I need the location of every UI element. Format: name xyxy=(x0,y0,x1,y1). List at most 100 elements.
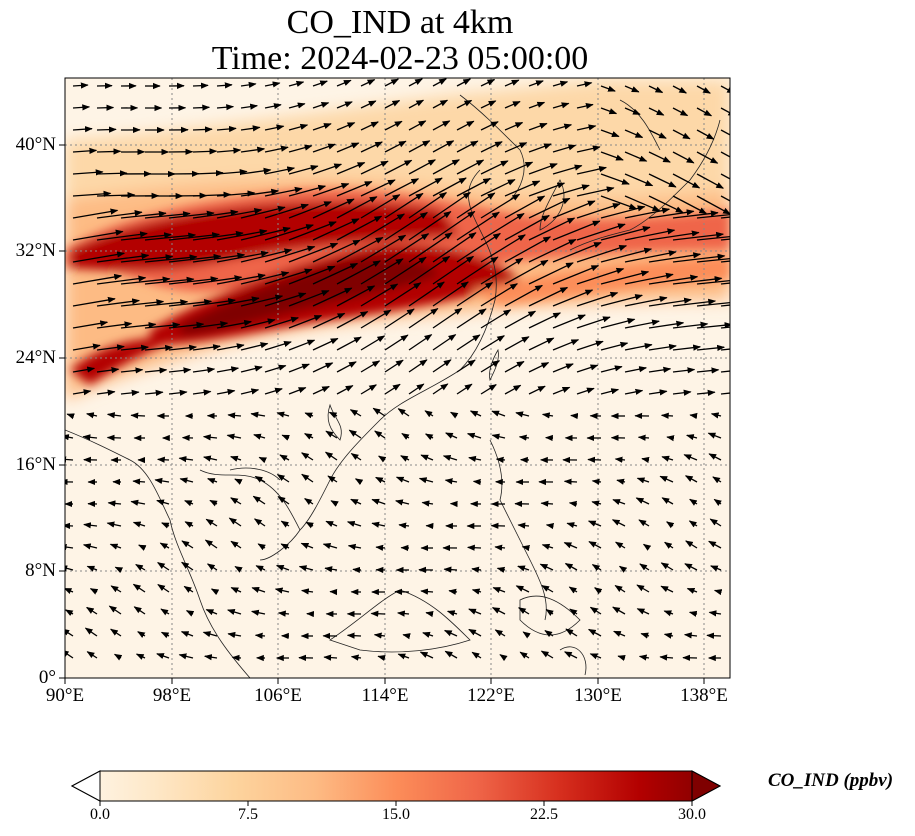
wind-arrow xyxy=(684,563,698,571)
coastlines xyxy=(65,94,721,678)
wind-arrow xyxy=(120,276,171,285)
wind-arrow xyxy=(240,103,258,110)
wind-arrow xyxy=(696,107,713,117)
wind-arrow xyxy=(304,412,314,419)
wind-arrow xyxy=(408,78,423,87)
wind-arrow xyxy=(683,632,698,639)
wind-arrow xyxy=(300,542,314,549)
wind-arrow xyxy=(666,435,675,442)
wind-arrow xyxy=(480,179,516,197)
wind-arrow xyxy=(72,343,101,351)
wind-arrow xyxy=(240,146,266,153)
wind-arrow xyxy=(552,102,570,109)
wind-arrow xyxy=(624,85,640,93)
wind-arrow xyxy=(638,654,650,661)
wind-arrow xyxy=(540,500,554,507)
wind-arrow xyxy=(120,344,149,351)
wind-arrow xyxy=(312,239,361,263)
wind-arrow xyxy=(432,334,457,351)
wind-arrow xyxy=(397,653,410,660)
wind-arrow xyxy=(230,540,242,549)
wind-arrow xyxy=(360,309,392,329)
wind-arrow xyxy=(672,367,696,374)
wind-arrow xyxy=(138,544,147,551)
wind-arrow xyxy=(277,610,290,617)
wind-arrow xyxy=(545,608,554,617)
wind-arrow xyxy=(72,366,96,373)
tick-marks xyxy=(59,144,705,684)
wind-arrow xyxy=(240,342,269,351)
wind-arrow xyxy=(418,477,434,484)
wind-arrow xyxy=(288,290,330,307)
wind-arrow xyxy=(350,452,362,461)
wind-arrow xyxy=(666,521,675,529)
wind-arrow xyxy=(576,364,599,373)
wind-arrow xyxy=(230,455,242,462)
wind-arrow xyxy=(528,262,574,285)
wind-arrow xyxy=(720,195,730,202)
wind-arrow xyxy=(192,82,209,89)
wind-arrow xyxy=(425,433,434,441)
wind-arrow xyxy=(566,522,578,529)
wind-arrow xyxy=(672,276,723,285)
wind-arrow xyxy=(185,610,195,617)
wind-arrow xyxy=(471,651,482,659)
wind-arrow xyxy=(349,409,362,417)
wind-arrow xyxy=(144,211,191,219)
wind-arrow xyxy=(456,99,473,109)
wind-arrow xyxy=(384,99,401,109)
wind-arrow xyxy=(720,173,730,180)
wind-arrow xyxy=(408,177,443,197)
wind-arrow xyxy=(253,433,266,440)
map-title-variable: CO_IND at 4km xyxy=(286,4,514,41)
wind-arrow xyxy=(466,432,482,439)
wind-arrow xyxy=(72,320,109,329)
wind-arrow xyxy=(576,316,611,329)
wind-arrow xyxy=(648,366,672,373)
wind-arrow xyxy=(304,498,314,506)
wind-arrow xyxy=(312,80,328,87)
wind-arrow xyxy=(443,566,458,573)
wind-arrow xyxy=(264,316,299,329)
wind-arrow xyxy=(659,654,674,661)
wind-arrow xyxy=(144,389,164,397)
wind-arrow xyxy=(480,212,525,241)
wind-arrow xyxy=(618,565,628,573)
wind-arrow xyxy=(234,478,243,485)
wind-arrow xyxy=(491,607,506,615)
wind-arrow xyxy=(624,296,668,307)
wind-arrow xyxy=(672,389,692,396)
wind-arrow xyxy=(336,311,369,329)
wind-arrow xyxy=(408,211,452,241)
wind-arrow xyxy=(540,650,554,659)
wind-arrow xyxy=(672,195,707,215)
colorbar-tick-label: 30.0 xyxy=(678,806,706,823)
wind-arrow xyxy=(720,348,730,351)
wind-arrow xyxy=(113,653,123,661)
wind-arrow xyxy=(160,631,170,639)
wind-arrow xyxy=(255,565,266,572)
wind-arrow xyxy=(168,321,205,329)
wind-arrow xyxy=(471,566,482,573)
wind-arrow xyxy=(395,499,410,506)
wind-arrow xyxy=(325,430,338,439)
wind-arrow xyxy=(240,294,284,307)
wind-arrow xyxy=(360,384,377,395)
wind-arrow xyxy=(720,370,730,373)
wind-arrow xyxy=(720,85,730,94)
wind-arrow xyxy=(384,256,427,285)
wind-arrow xyxy=(181,561,194,571)
wind-arrow xyxy=(137,631,146,638)
wind-arrow xyxy=(384,359,404,373)
wind-arrow xyxy=(408,120,427,131)
wind-arrow xyxy=(496,566,506,573)
wind-arrow xyxy=(240,205,286,219)
colorbar-extend-low xyxy=(70,770,101,802)
wind-arrow xyxy=(594,587,603,595)
wind-arrow xyxy=(576,387,595,395)
wind-arrow xyxy=(696,322,730,329)
wind-arrow xyxy=(672,298,717,307)
wind-arrow xyxy=(264,364,287,373)
wind-arrow xyxy=(397,610,410,617)
wind-arrow xyxy=(615,541,626,549)
